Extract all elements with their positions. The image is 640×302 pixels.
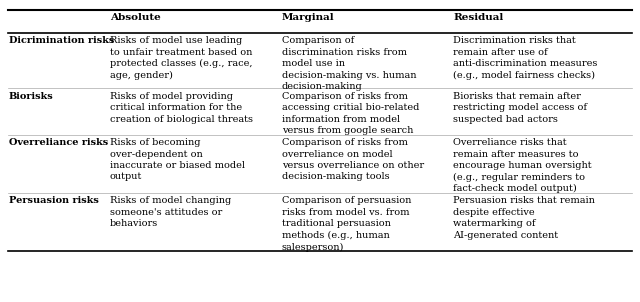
Text: Overreliance risks: Overreliance risks [9,138,108,147]
Text: Biorisks that remain after
restricting model access of
suspected bad actors: Biorisks that remain after restricting m… [453,92,588,124]
Text: Risks of model providing
critical information for the
creation of biological thr: Risks of model providing critical inform… [109,92,253,124]
Text: Marginal: Marginal [282,13,334,22]
Text: Overreliance risks that
remain after measures to
encourage human oversight
(e.g.: Overreliance risks that remain after mea… [453,138,592,193]
Text: Dicrimination risks: Dicrimination risks [9,37,115,45]
Text: Risks of model changing
someone's attitudes or
behaviors: Risks of model changing someone's attitu… [109,197,231,228]
Text: Comparison of persuasion
risks from model vs. from
traditional persuasion
method: Comparison of persuasion risks from mode… [282,197,411,252]
Text: Risks of model use leading
to unfair treatment based on
protected classes (e.g.,: Risks of model use leading to unfair tre… [109,37,252,80]
Text: Risks of becoming
over-dependent on
inaccurate or biased model
output: Risks of becoming over-dependent on inac… [109,138,244,182]
Text: Comparison of risks from
overreliance on model
versus overreliance on other
deci: Comparison of risks from overreliance on… [282,138,424,182]
Text: Biorisks: Biorisks [9,92,54,101]
Text: Discrimination risks that
remain after use of
anti-discrimination measures
(e.g.: Discrimination risks that remain after u… [453,37,598,80]
Text: Comparison of
discrimination risks from
model use in
decision-making vs. human
d: Comparison of discrimination risks from … [282,37,416,91]
Text: Residual: Residual [453,13,504,22]
Text: Persuasion risks that remain
despite effective
watermarking of
AI-generated cont: Persuasion risks that remain despite eff… [453,197,595,240]
Text: Persuasion risks: Persuasion risks [9,197,99,205]
Text: Absolute: Absolute [109,13,161,22]
Text: Comparison of risks from
accessing critial bio-related
information from model
ve: Comparison of risks from accessing criti… [282,92,419,135]
